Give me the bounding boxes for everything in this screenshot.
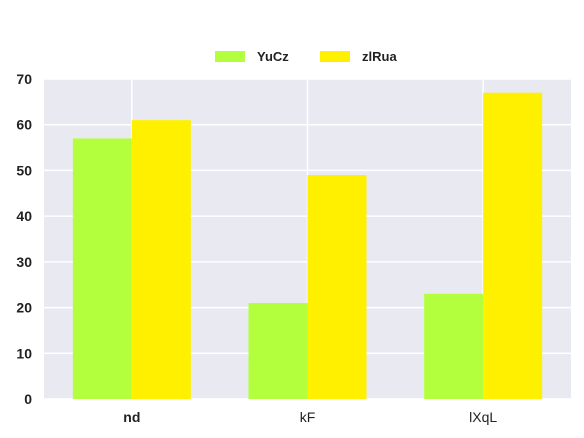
legend-swatch-zlrua [320, 51, 350, 62]
bar-yucz-nd [72, 138, 132, 399]
x-tick-label: kF [300, 409, 316, 425]
y-tick-label: 40 [16, 208, 32, 224]
y-tick-label: 0 [24, 391, 32, 407]
x-tick-label: nd [123, 409, 140, 425]
y-tick-label: 60 [16, 117, 32, 133]
y-tick-label: 50 [16, 162, 32, 178]
legend: YuCz zlRua [215, 49, 397, 64]
bar-zlrua-nd [131, 120, 191, 400]
bars [72, 92, 543, 400]
legend-label-yucz: YuCz [257, 49, 289, 64]
y-tick-label: 70 [16, 71, 32, 87]
legend-swatch-yucz [215, 51, 245, 62]
y-tick-label: 30 [16, 254, 32, 270]
x-tick-label: lXqL [469, 409, 497, 425]
bar-zlrua-lxql [483, 92, 543, 399]
y-tick-label: 20 [16, 300, 32, 316]
x-axis-ticks: nd kF lXqL [123, 409, 497, 425]
bar-zlrua-kf [307, 175, 367, 399]
y-axis-ticks: 0 10 20 30 40 50 60 70 [16, 71, 32, 407]
bar-yucz-kf [248, 303, 308, 399]
y-tick-label: 10 [16, 345, 32, 361]
legend-label-zlrua: zlRua [362, 49, 397, 64]
bar-yucz-lxql [424, 293, 484, 399]
